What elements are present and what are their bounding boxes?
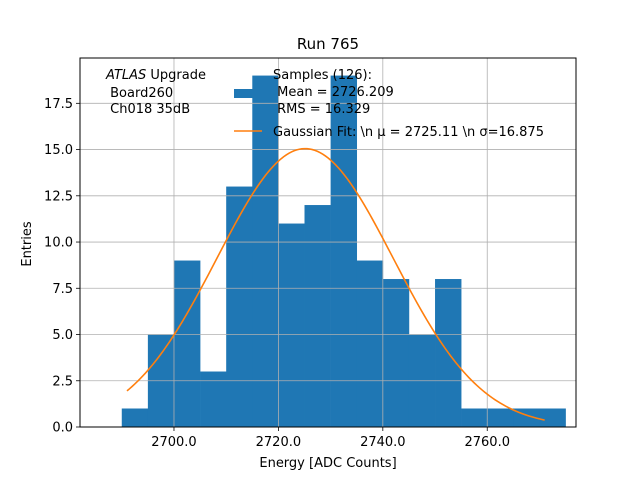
- atlas-label-line1: ATLAS Upgrade: [105, 68, 206, 83]
- histogram-bar: [382, 279, 410, 427]
- histogram-bar: [226, 186, 253, 427]
- histogram-bar: [461, 408, 488, 427]
- channel-label: Ch018 35dB: [106, 102, 190, 117]
- histogram-bar: [278, 223, 305, 427]
- histogram-bar: [173, 260, 201, 427]
- x-axis-label: Energy [ADC Counts]: [259, 456, 396, 471]
- x-tick-label: 2700.0: [151, 435, 197, 450]
- histogram-bar: [356, 260, 384, 427]
- atlas-suffix: Upgrade: [146, 68, 206, 83]
- histogram-bar: [200, 371, 227, 427]
- y-axis-ticks: 0.0 2.5 5.0 7.5 10.0 12.5 15.0 17.5: [44, 97, 80, 436]
- histogram-bar: [252, 75, 279, 428]
- histogram-bar: [304, 205, 331, 427]
- legend-samples-mean: Mean = 2726.209: [273, 85, 394, 100]
- legend: Samples (126): Mean = 2726.209 RMS = 16.…: [234, 68, 544, 140]
- y-tick-label: 15.0: [44, 143, 73, 158]
- x-tick-label: 2740.0: [360, 435, 406, 450]
- plot-frame: [79, 57, 577, 428]
- atlas-annotation: ATLAS Upgrade Board260 Ch018 35dB: [105, 68, 206, 117]
- legend-fit-label: Gaussian Fit: \n μ = 2725.11 \n σ=16.875: [273, 125, 544, 140]
- y-tick-label: 0.0: [52, 421, 73, 436]
- gaussian-fit-line: [126, 147, 545, 421]
- y-tick-label: 10.0: [44, 236, 73, 251]
- histogram-bar: [330, 75, 358, 428]
- legend-samples-rms: RMS = 16.329: [273, 102, 370, 117]
- y-tick-label: 5.0: [52, 328, 73, 343]
- y-tick-label: 12.5: [44, 189, 73, 204]
- y-tick-label: 2.5: [52, 374, 73, 389]
- histogram-bar: [539, 408, 566, 427]
- atlas-label: ATLAS: [105, 68, 146, 83]
- histogram-bar: [121, 408, 149, 427]
- x-tick-label: 2720.0: [256, 435, 302, 450]
- legend-samples-swatch: [234, 89, 262, 98]
- board-label: Board260: [106, 86, 173, 101]
- y-axis-label: Entries: [20, 221, 35, 267]
- x-axis-ticks: 2700.0 2720.0 2740.0 2760.0: [151, 427, 510, 450]
- legend-samples-line1: Samples (126):: [273, 68, 372, 83]
- chart-title: Run 765: [297, 35, 359, 53]
- histogram-bar: [487, 408, 514, 427]
- x-tick-label: 2760.0: [464, 435, 510, 450]
- y-tick-label: 17.5: [44, 97, 73, 112]
- y-tick-label: 7.5: [52, 282, 73, 297]
